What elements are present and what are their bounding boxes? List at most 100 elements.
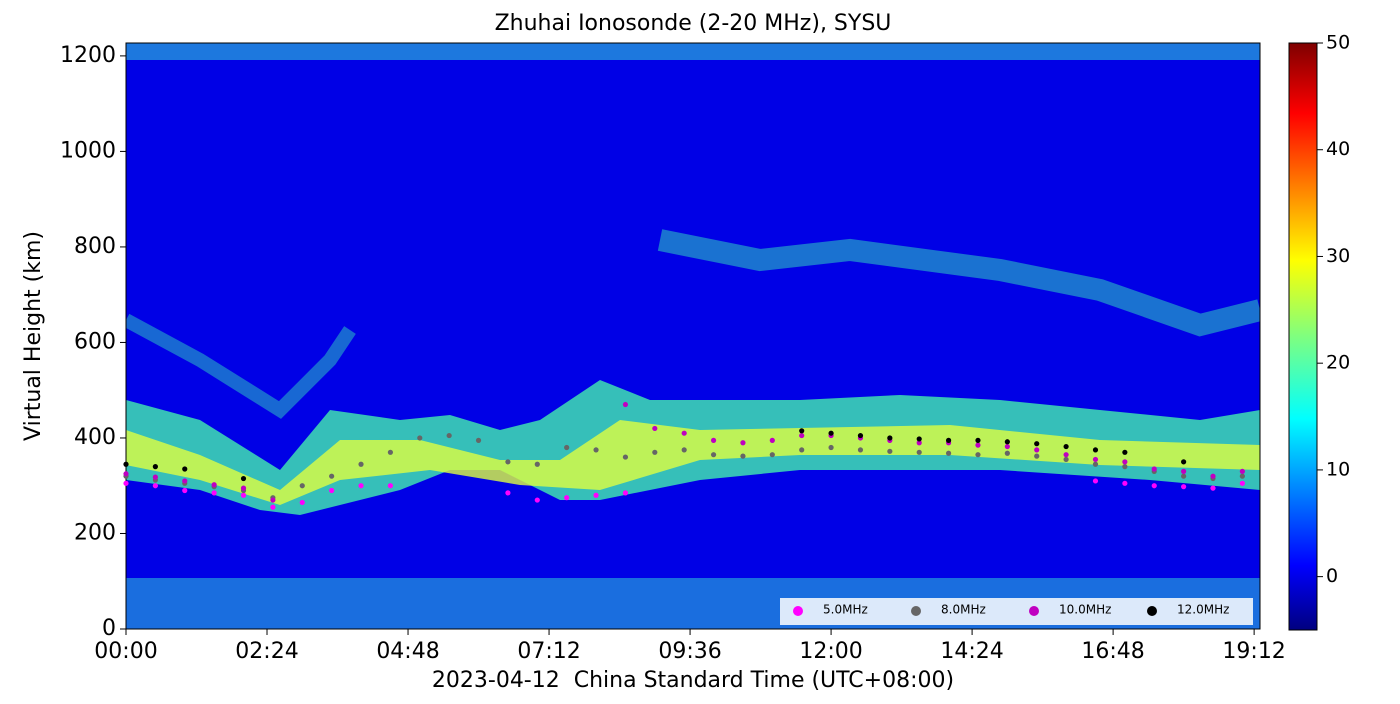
data-point: [152, 464, 158, 470]
data-point: [1122, 480, 1128, 486]
x-tick-label: 19:12: [1222, 639, 1285, 664]
data-point: [857, 432, 864, 439]
data-point: [1181, 473, 1187, 479]
data-point: [475, 437, 482, 443]
x-tick-label: 14:24: [940, 639, 1003, 664]
data-point: [299, 483, 305, 489]
colorbar-tick-label: 50: [1326, 32, 1350, 54]
data-point: [857, 447, 864, 453]
data-point: [329, 473, 335, 479]
colorbar-tick-label: 20: [1326, 352, 1350, 374]
data-point: [123, 471, 129, 477]
x-tick-label: 12:00: [799, 639, 862, 664]
data-point: [505, 490, 511, 496]
data-point: [358, 461, 364, 467]
data-point: [417, 435, 423, 441]
data-point: [1239, 473, 1245, 479]
data-point: [240, 475, 247, 482]
x-tick-label: 00:00: [94, 639, 157, 664]
data-point: [1092, 478, 1099, 484]
data-point: [1063, 452, 1069, 458]
data-point: [1210, 485, 1216, 491]
data-point: [564, 444, 570, 451]
data-point: [270, 497, 276, 503]
data-point: [740, 440, 746, 446]
data-point: [710, 437, 717, 443]
data-point: [270, 504, 276, 510]
legend-marker: [1029, 606, 1039, 616]
y-tick-label: 200: [74, 520, 116, 545]
data-point: [740, 453, 746, 459]
legend-label: 10.0MHz: [1059, 603, 1111, 617]
data-point: [1063, 456, 1069, 463]
data-point: [1122, 449, 1128, 455]
colorbar: [1288, 42, 1318, 631]
colorbar-tick-label: 40: [1326, 138, 1350, 160]
data-point: [1092, 447, 1099, 453]
data-point: [182, 487, 188, 494]
legend-marker: [911, 606, 921, 616]
data-point: [1034, 447, 1040, 453]
data-point: [534, 461, 540, 467]
data-point: [564, 495, 570, 501]
data-point: [123, 480, 129, 486]
data-point: [652, 425, 658, 432]
legend-label: 12.0MHz: [1177, 603, 1229, 617]
data-point: [1034, 441, 1040, 447]
data-point: [1181, 459, 1187, 465]
data-point: [329, 487, 335, 494]
data-point: [152, 483, 158, 489]
y-tick-label: 0: [102, 616, 116, 641]
data-point: [240, 485, 247, 491]
data-point: [1239, 480, 1245, 486]
y-axis-label: Virtual Height (km): [21, 231, 46, 441]
data-point: [681, 430, 687, 436]
data-point: [975, 452, 981, 458]
data-point: [1151, 466, 1157, 472]
data-point: [505, 459, 511, 465]
data-point: [1151, 483, 1157, 489]
x-axis-label: 2023-04-12 China Standard Time (UTC+08:0…: [432, 668, 954, 693]
data-point: [358, 483, 364, 489]
data-point: [299, 499, 305, 506]
data-point: [182, 478, 188, 484]
colorbar-tick-label: 10: [1326, 458, 1350, 480]
data-point: [240, 492, 247, 498]
data-point: [799, 447, 805, 453]
data-point: [769, 452, 775, 458]
data-point: [916, 440, 922, 446]
data-point: [799, 428, 805, 434]
data-point: [211, 490, 217, 496]
x-tick-label: 02:24: [235, 639, 298, 664]
data-point: [828, 444, 834, 451]
x-tick-label: 07:12: [517, 639, 580, 664]
legend-marker: [793, 606, 803, 616]
data-point: [1034, 453, 1040, 459]
data-point: [1122, 464, 1128, 470]
data-point: [916, 449, 922, 455]
x-tick-label: 09:36: [658, 639, 721, 664]
data-point: [593, 447, 599, 453]
data-point: [622, 401, 629, 408]
y-tick-label: 1200: [60, 43, 116, 68]
legend-label: 8.0MHz: [941, 603, 986, 617]
colorbar-tick-label: 0: [1326, 565, 1338, 587]
data-point: [1122, 459, 1128, 465]
data-point: [945, 450, 952, 456]
echo-band: [657, 229, 1260, 337]
x-tick-label: 16:48: [1081, 639, 1144, 664]
data-point: [593, 492, 599, 498]
data-point: [769, 437, 775, 443]
legend-marker: [1147, 606, 1157, 616]
data-point: [152, 474, 158, 480]
data-point: [1092, 461, 1099, 467]
x-tick-label: 04:48: [376, 639, 439, 664]
data-point: [387, 483, 394, 489]
data-point: [1181, 468, 1187, 474]
data-point: [1210, 473, 1216, 479]
y-tick-label: 800: [74, 234, 116, 259]
heatmap: [126, 43, 1260, 629]
data-point: [652, 449, 658, 455]
data-point: [1092, 456, 1099, 463]
